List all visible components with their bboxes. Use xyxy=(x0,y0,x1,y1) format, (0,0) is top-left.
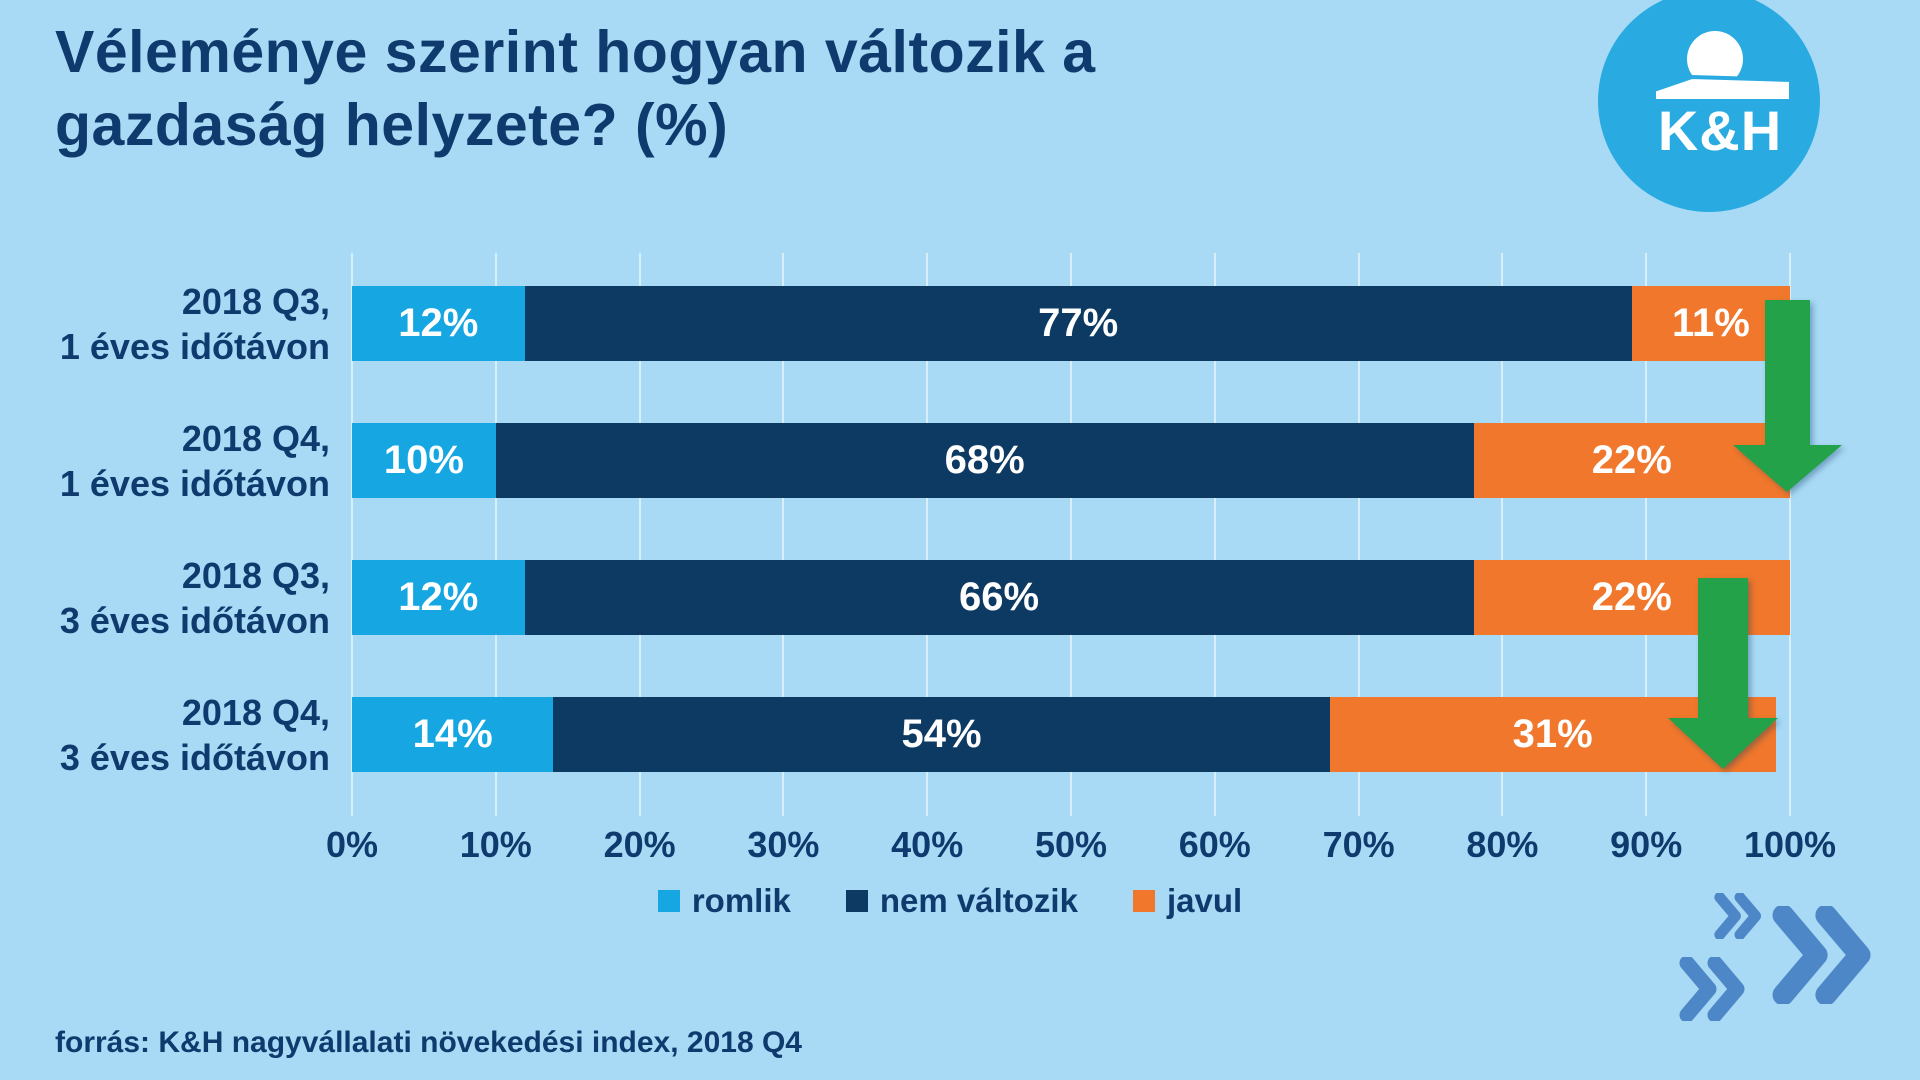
gridline xyxy=(494,253,497,816)
category-label-line: 2018 Q4, xyxy=(181,417,330,459)
bar-value-label: 14% xyxy=(412,712,493,756)
bar-value-label: 12% xyxy=(398,301,479,345)
legend-label: romlik xyxy=(691,882,791,919)
legend-label: nem változik xyxy=(879,882,1078,919)
chevron-right-icon xyxy=(1714,893,1762,939)
x-tick-label: 10% xyxy=(459,824,532,865)
source-note: forrás: K&H nagyvállalati növekedési ind… xyxy=(55,1026,802,1059)
gridline xyxy=(1789,253,1791,816)
x-tick-label: 90% xyxy=(1610,824,1683,865)
kh-logo-icon: K&H xyxy=(1598,0,1820,212)
bar-segment-javul: 22% xyxy=(1473,423,1790,498)
kh-logo-text: K&H xyxy=(1658,99,1782,162)
bar-segment-romlik: 12% xyxy=(352,560,525,635)
bar-segment-romlik: 12% xyxy=(352,286,525,361)
x-tick-label: 70% xyxy=(1322,824,1395,865)
x-tick-label: 50% xyxy=(1034,824,1108,865)
gridline xyxy=(926,253,929,816)
legend-item: nem változik xyxy=(845,882,1078,920)
page-title-line2: gazdaság helyzete? (%) xyxy=(55,92,729,158)
chevron-right-icon xyxy=(1679,957,1745,1021)
bar-segment-romlik: 10% xyxy=(352,423,496,498)
page-title-line1: Véleménye szerint hogyan változik a xyxy=(55,19,1096,85)
legend-label: javul xyxy=(1166,882,1243,919)
kh-logo: K&H xyxy=(1598,0,1820,212)
gridline xyxy=(782,253,785,816)
bar-value-label: 54% xyxy=(901,712,982,756)
legend-item: javul xyxy=(1132,882,1243,920)
category-label: 2018 Q3, 1 éves időtávon xyxy=(40,278,330,369)
gridline xyxy=(1357,253,1360,816)
category-label-line: 3 éves időtávon xyxy=(59,599,330,641)
bar-value-label: 10% xyxy=(383,438,464,482)
decline-arrow-3-year xyxy=(1668,578,1778,769)
bar-value-label: 68% xyxy=(944,438,1025,482)
category-label-line: 2018 Q4, xyxy=(181,691,330,733)
x-tick-label: 20% xyxy=(603,824,676,865)
x-tick-label: 100% xyxy=(1743,824,1837,865)
gridline xyxy=(1070,253,1072,816)
legend-marker xyxy=(657,890,680,912)
decline-arrow-1-year xyxy=(1733,300,1842,492)
bar-segment-nem-változik: 68% xyxy=(495,423,1474,498)
category-label-line: 1 éves időtávon xyxy=(59,462,330,504)
bar-segment-nem-változik: 77% xyxy=(524,286,1632,361)
gridline xyxy=(638,253,641,816)
legend-item: romlik xyxy=(657,882,791,920)
x-tick-label: 60% xyxy=(1178,824,1251,865)
category-label-line: 2018 Q3, xyxy=(181,280,330,322)
bar-segment-romlik: 14% xyxy=(352,697,554,772)
bar-value-label: 11% xyxy=(1671,301,1750,345)
bar-value-label: 31% xyxy=(1512,712,1593,756)
bar-segment-nem-változik: 54% xyxy=(553,697,1330,772)
bar-value-label: 22% xyxy=(1591,575,1672,619)
chevron-right-icon xyxy=(1772,906,1871,1004)
bar-value-label: 77% xyxy=(1038,301,1119,345)
page-title: Véleménye szerint hogyan változik a gazd… xyxy=(55,16,1096,162)
legend-marker xyxy=(845,890,868,912)
gridline xyxy=(351,253,353,816)
gridline xyxy=(1501,253,1504,816)
x-tick-label: 0% xyxy=(325,824,379,865)
x-tick-label: 80% xyxy=(1466,824,1539,865)
category-label-line: 2018 Q3, xyxy=(181,554,330,596)
legend-marker xyxy=(1132,890,1155,912)
bar-value-label: 22% xyxy=(1591,438,1672,482)
category-label-line: 3 éves időtávon xyxy=(59,736,330,778)
bar-value-label: 12% xyxy=(398,575,479,619)
gridline xyxy=(1645,253,1648,816)
gridline xyxy=(1213,253,1216,816)
category-label: 2018 Q4, 3 éves időtávon xyxy=(40,689,330,780)
chart-legend: romlik nem változik javul xyxy=(330,882,1570,920)
category-label-line: 1 éves időtávon xyxy=(59,325,330,367)
x-tick-label: 30% xyxy=(747,824,820,865)
bar-segment-nem-változik: 66% xyxy=(524,560,1474,635)
bar-value-label: 66% xyxy=(959,575,1040,619)
category-label: 2018 Q3, 3 éves időtávon xyxy=(40,552,330,643)
x-tick-label: 40% xyxy=(891,824,964,865)
category-label: 2018 Q4, 1 éves időtávon xyxy=(40,415,330,506)
bar-segment-javul: 11% xyxy=(1631,286,1790,361)
